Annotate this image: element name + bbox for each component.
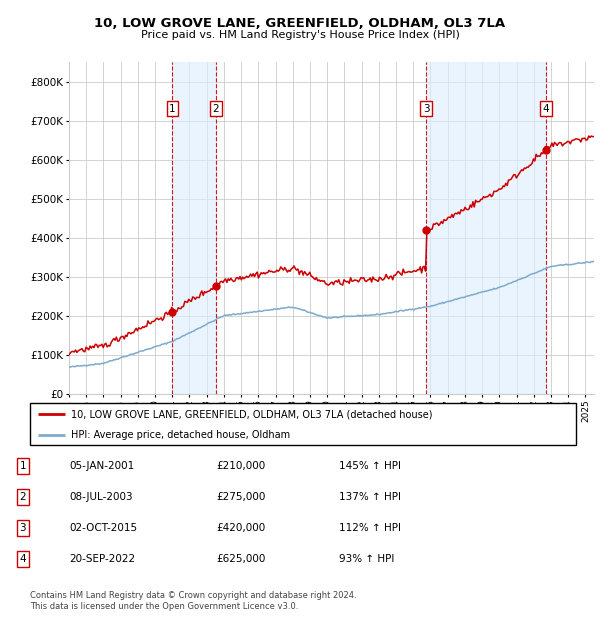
Text: This data is licensed under the Open Government Licence v3.0.: This data is licensed under the Open Gov… [30, 602, 298, 611]
Text: 05-JAN-2001: 05-JAN-2001 [69, 461, 134, 471]
Text: Contains HM Land Registry data © Crown copyright and database right 2024.: Contains HM Land Registry data © Crown c… [30, 591, 356, 600]
Text: £625,000: £625,000 [216, 554, 265, 564]
Text: 93% ↑ HPI: 93% ↑ HPI [339, 554, 394, 564]
Text: 4: 4 [19, 554, 26, 564]
Text: 10, LOW GROVE LANE, GREENFIELD, OLDHAM, OL3 7LA (detached house): 10, LOW GROVE LANE, GREENFIELD, OLDHAM, … [71, 409, 433, 419]
Bar [172, 62, 215, 394]
Text: 20-SEP-2022: 20-SEP-2022 [69, 554, 135, 564]
Text: 08-JUL-2003: 08-JUL-2003 [69, 492, 133, 502]
Text: Price paid vs. HM Land Registry's House Price Index (HPI): Price paid vs. HM Land Registry's House … [140, 30, 460, 40]
Text: 4: 4 [543, 104, 550, 114]
Text: 2: 2 [212, 104, 219, 114]
Text: £275,000: £275,000 [216, 492, 265, 502]
Text: 2: 2 [19, 492, 26, 502]
Text: £210,000: £210,000 [216, 461, 265, 471]
Text: HPI: Average price, detached house, Oldham: HPI: Average price, detached house, Oldh… [71, 430, 290, 440]
Text: 3: 3 [19, 523, 26, 533]
Text: £420,000: £420,000 [216, 523, 265, 533]
Text: 1: 1 [169, 104, 176, 114]
Bar [426, 62, 546, 394]
Text: 3: 3 [423, 104, 430, 114]
Text: 112% ↑ HPI: 112% ↑ HPI [339, 523, 401, 533]
Text: 1: 1 [19, 461, 26, 471]
Text: 137% ↑ HPI: 137% ↑ HPI [339, 492, 401, 502]
Text: 10, LOW GROVE LANE, GREENFIELD, OLDHAM, OL3 7LA: 10, LOW GROVE LANE, GREENFIELD, OLDHAM, … [94, 17, 506, 30]
Text: 02-OCT-2015: 02-OCT-2015 [69, 523, 137, 533]
Text: 145% ↑ HPI: 145% ↑ HPI [339, 461, 401, 471]
FancyBboxPatch shape [30, 403, 576, 445]
